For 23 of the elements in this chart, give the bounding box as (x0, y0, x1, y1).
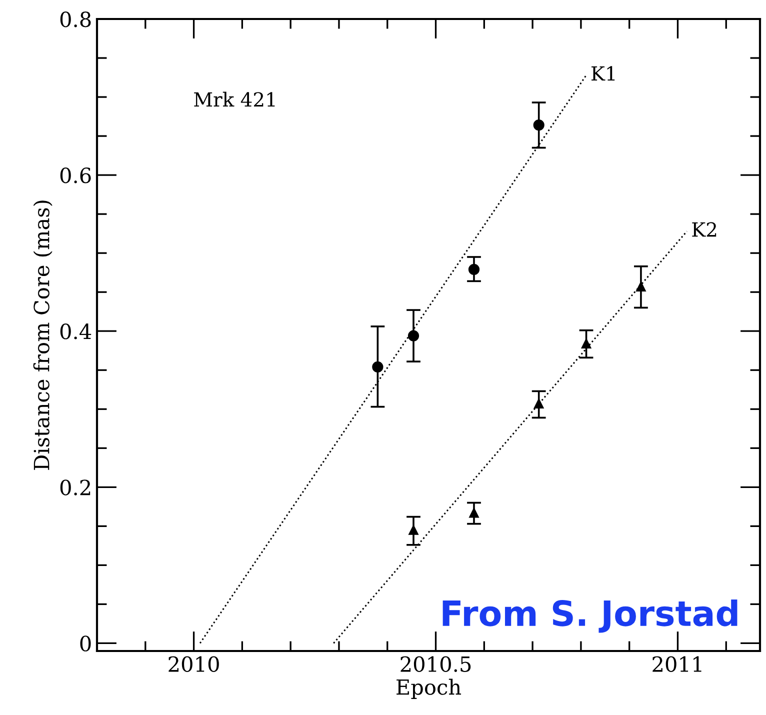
point (408, 525, 418, 535)
point (636, 282, 646, 292)
x-tick-label: 2011 (652, 656, 702, 672)
point (372, 361, 384, 373)
x-axis-title: Epoch (396, 678, 462, 699)
point (468, 264, 480, 276)
y-tick-label: 0.6 (60, 168, 91, 184)
series-label: K1 (592, 66, 615, 81)
point (581, 338, 592, 348)
annotation: From S. Jorstad (442, 599, 738, 633)
x-tick-label: 2010.5 (400, 656, 471, 672)
point (534, 398, 544, 409)
y-tick-label: 0.8 (60, 11, 91, 28)
y-tick-label: 0.2 (60, 480, 90, 496)
x-tick-label: 2010 (168, 656, 219, 672)
series-label: K2 (692, 222, 716, 237)
annotation: Mrk 421 (194, 92, 275, 107)
point (469, 508, 479, 518)
y-axis-title: Distance from Core (mas) (33, 200, 52, 470)
y-tick-label: 0 (80, 636, 91, 652)
point (533, 120, 544, 131)
y-tick-label: 0.4 (60, 324, 92, 340)
point (408, 330, 420, 342)
